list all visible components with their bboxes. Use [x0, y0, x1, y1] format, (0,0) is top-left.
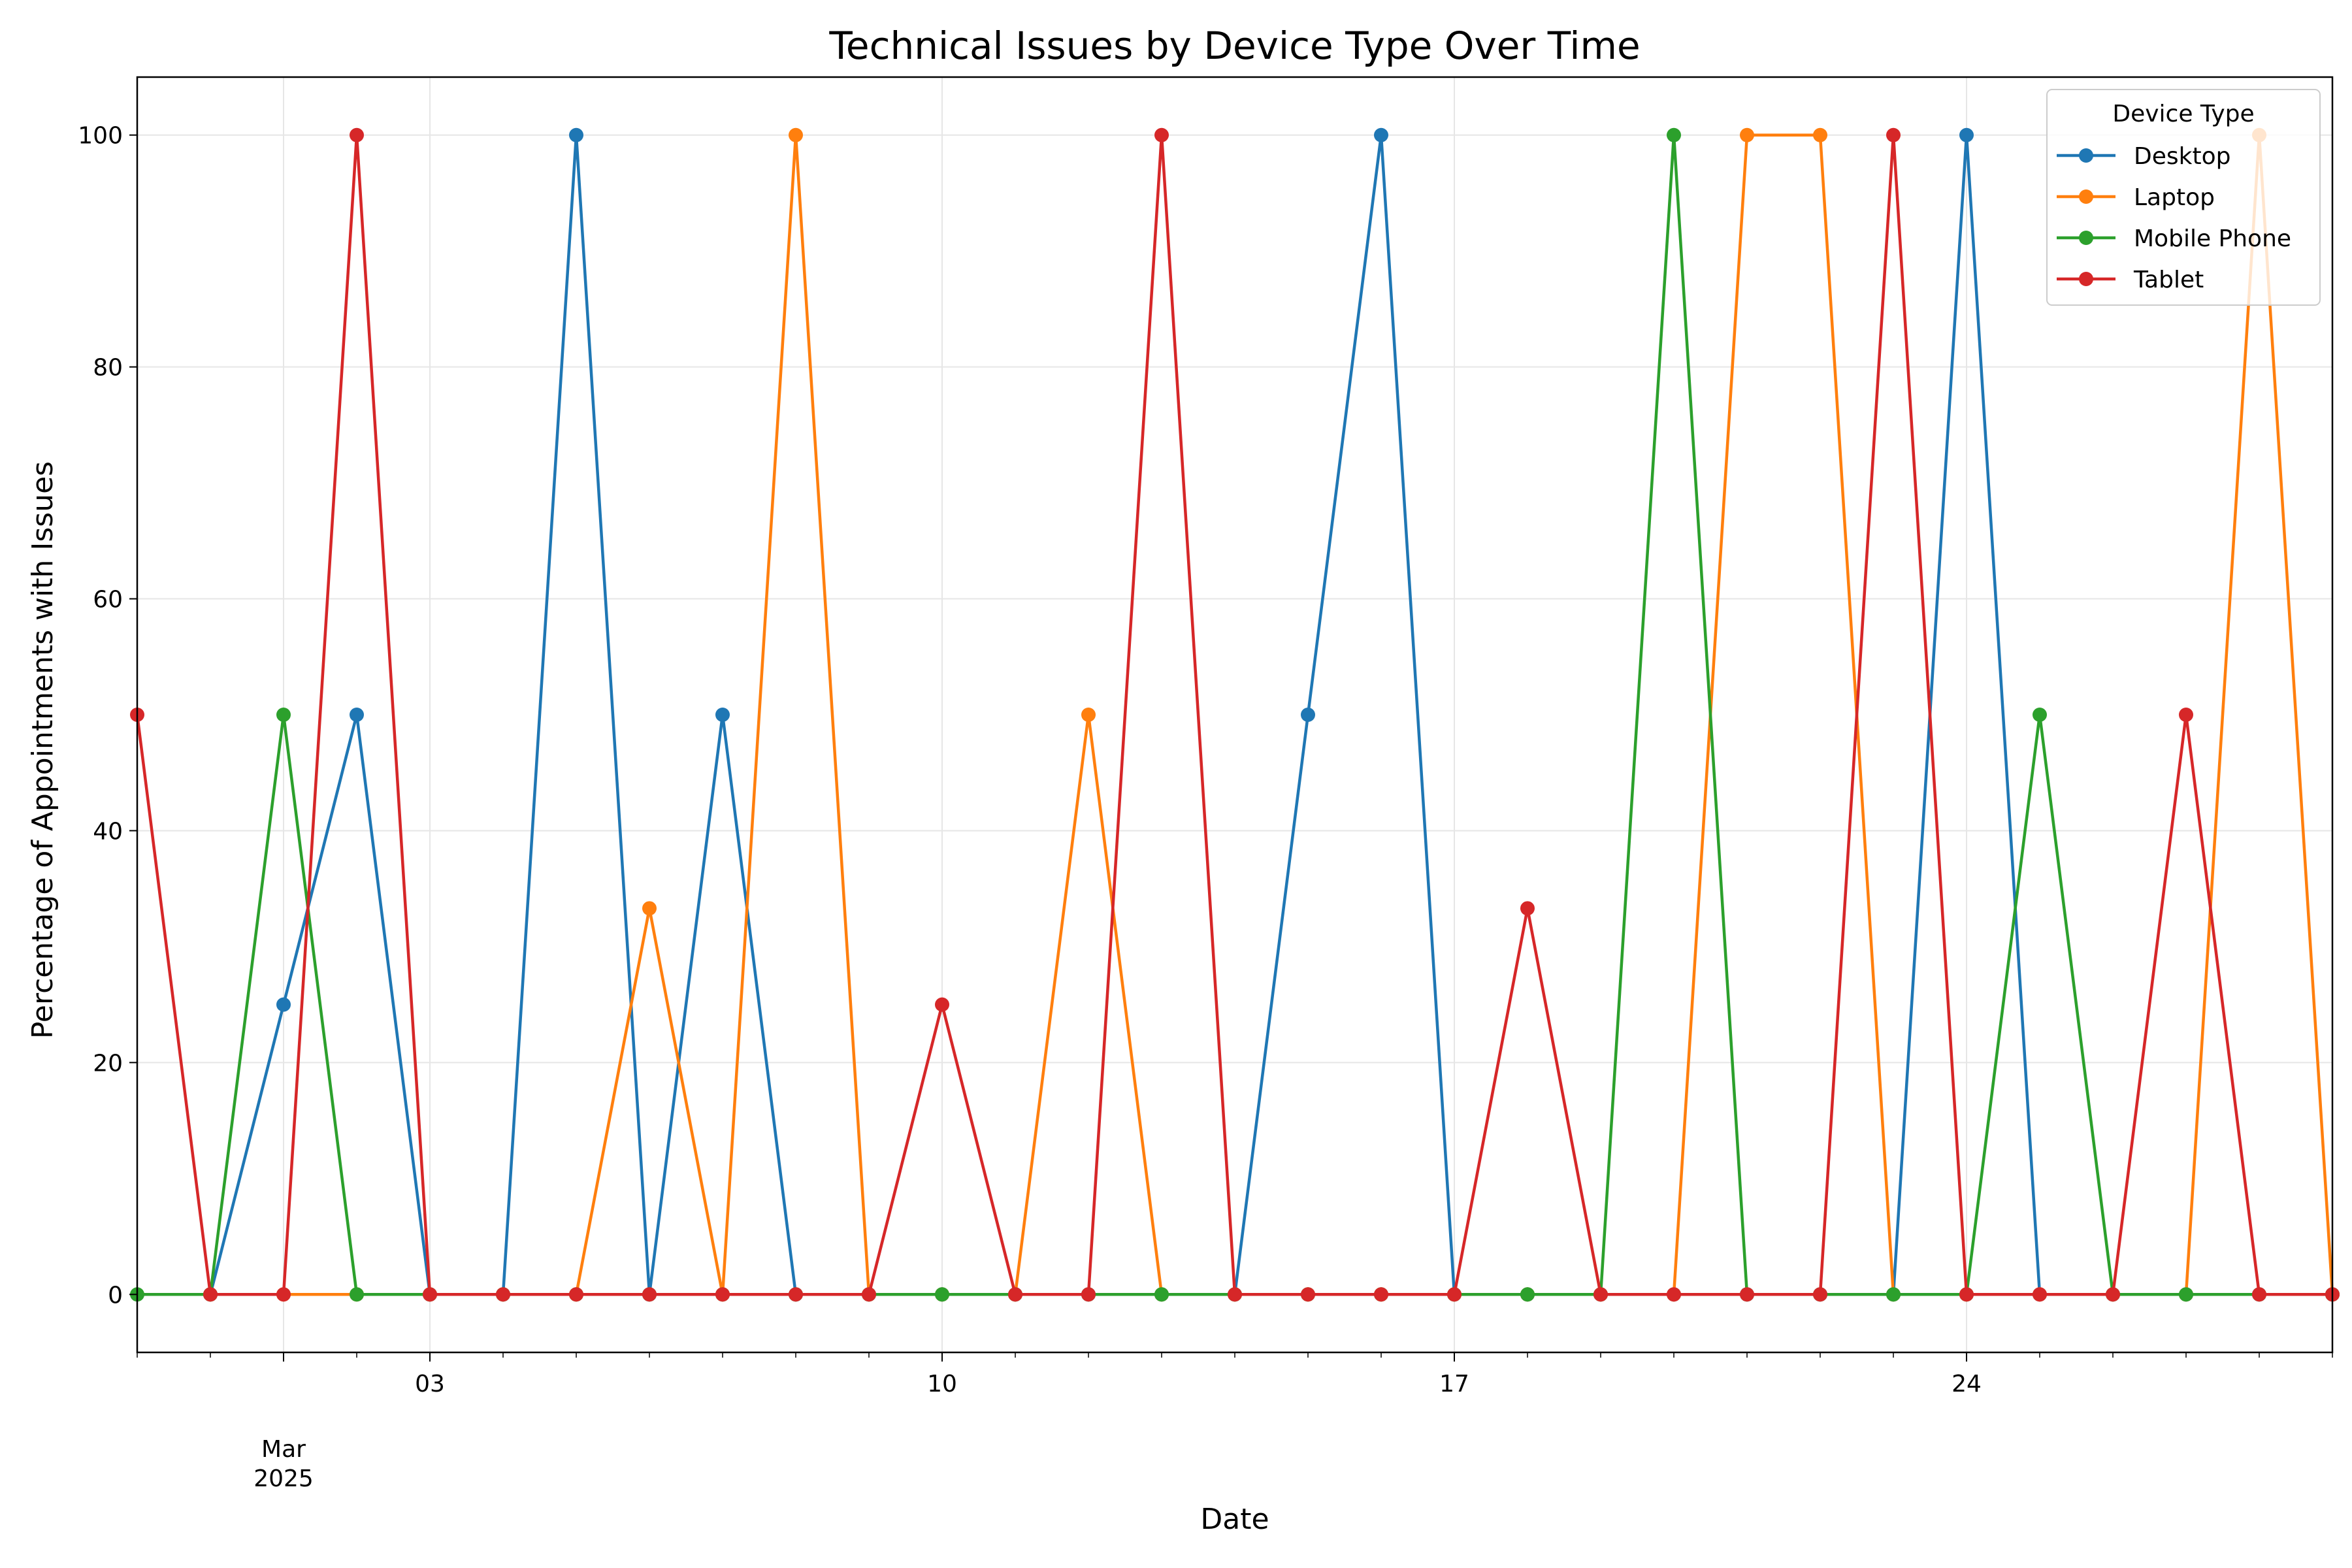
y-tick-label: 0 [108, 1282, 123, 1309]
legend-entry: Laptop [2057, 184, 2215, 211]
legend-frame [2046, 89, 2321, 306]
data-point [423, 1287, 437, 1302]
data-point [1813, 127, 1827, 142]
data-point [2179, 1287, 2193, 1302]
data-point [642, 1287, 657, 1302]
data-point [1667, 127, 1681, 142]
data-point [1228, 1287, 1242, 1302]
y-axis: 0 20 40 60 80 100 [78, 123, 137, 1309]
data-point [715, 708, 730, 722]
data-point [1081, 1287, 1096, 1302]
data-point [1813, 1287, 1827, 1302]
x-axis-label: Date [1200, 1503, 1269, 1536]
data-point [1154, 1287, 1169, 1302]
data-point [1154, 127, 1169, 142]
legend: Device Type Desktop Laptop Mobile Phone Tab… [2046, 89, 2321, 306]
data-point [789, 127, 803, 142]
y-tick-label: 80 [93, 355, 123, 382]
data-point [862, 1287, 876, 1302]
data-point [350, 1287, 364, 1302]
data-point [350, 127, 364, 142]
data-point [1959, 1287, 1974, 1302]
data-point [789, 1287, 803, 1302]
data-point [276, 1287, 291, 1302]
legend-entry: Tablet [2057, 267, 2204, 293]
grid-lines [137, 77, 2332, 1352]
legend-swatch-marker [2079, 272, 2093, 286]
data-point [2033, 1287, 2047, 1302]
data-point [1667, 1287, 1681, 1302]
x-tick-label: 17 [1439, 1371, 1469, 1397]
x-tick-label: 2025 [253, 1465, 314, 1492]
data-point [276, 997, 291, 1012]
data-point [2106, 1287, 2120, 1302]
data-point [642, 901, 657, 916]
legend-swatch-marker [2079, 148, 2093, 163]
legend-label: Mobile Phone [2134, 225, 2291, 252]
legend-swatch-marker [2079, 231, 2093, 245]
data-point [1740, 1287, 1754, 1302]
x-tick-label: 03 [415, 1371, 445, 1397]
data-point [1886, 1287, 1901, 1302]
y-tick-label: 100 [78, 123, 123, 150]
data-point [1447, 1287, 1462, 1302]
data-point [569, 127, 583, 142]
y-tick-label: 60 [93, 587, 123, 613]
data-point [496, 1287, 510, 1302]
legend-swatch-marker [2079, 189, 2093, 204]
data-point [1886, 127, 1901, 142]
y-tick-label: 40 [93, 818, 123, 845]
series-laptop [203, 127, 2340, 1302]
data-point [935, 997, 949, 1012]
data-point [1081, 708, 1096, 722]
x-tick-label: 24 [1952, 1371, 1982, 1397]
legend-entry: Desktop [2057, 143, 2230, 170]
data-point [350, 708, 364, 722]
legend-label: Laptop [2134, 184, 2215, 211]
plot-area [130, 76, 2340, 1354]
legend-title: Device Type [2112, 101, 2254, 127]
chart-title: Technical Issues by Device Type Over Tim… [828, 24, 1640, 68]
data-point [2033, 708, 2047, 722]
legend-entry: Mobile Phone [2057, 225, 2291, 252]
series-tablet [130, 127, 2340, 1302]
data-point [1740, 127, 1754, 142]
data-point [203, 1287, 218, 1302]
series-line [208, 133, 2332, 1296]
data-point [1520, 1287, 1535, 1302]
data-point [1520, 901, 1535, 916]
series-line [210, 133, 2334, 1296]
x-tick-label: 10 [927, 1371, 957, 1397]
data-point [1374, 127, 1388, 142]
series-mobile-phone [130, 127, 2340, 1302]
data-point [2179, 708, 2193, 722]
legend-label: Tablet [2133, 267, 2204, 293]
data-point [1374, 1287, 1388, 1302]
data-point [1301, 708, 1315, 722]
series-lines [130, 127, 2340, 1302]
data-point [569, 1287, 583, 1302]
data-point [935, 1287, 949, 1302]
series-desktop [203, 127, 2340, 1302]
y-axis-label: Percentage of Appointments with Issues [26, 461, 59, 1039]
data-point [1593, 1287, 1608, 1302]
data-point [1008, 1287, 1022, 1302]
data-point [2252, 1287, 2266, 1302]
data-point [276, 708, 291, 722]
data-point [715, 1287, 730, 1302]
legend-label: Desktop [2134, 143, 2230, 170]
x-tick-label: Mar [261, 1436, 306, 1463]
data-point [1301, 1287, 1315, 1302]
y-tick-label: 20 [93, 1050, 123, 1077]
data-point [1959, 127, 1974, 142]
